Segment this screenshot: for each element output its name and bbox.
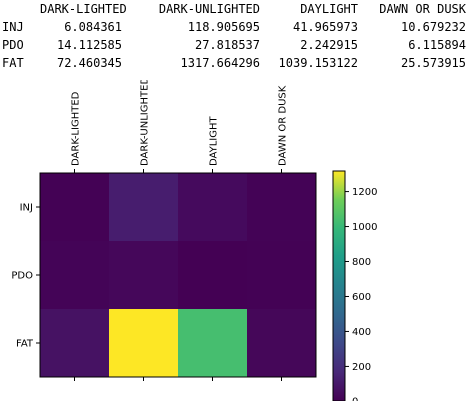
column-tick-label: DARK-LIGHTED [71, 91, 82, 166]
dataframe-cell: 10.679232 [400, 20, 466, 34]
dataframe-output: DARK-LIGHTED DARK-UNLIGHTED DAYLIGHT DAW… [0, 0, 467, 72]
heatmap-cells [40, 173, 316, 377]
dataframe-row-label: INJ [2, 20, 24, 34]
dataframe-cell: 118.905695 [187, 20, 260, 34]
dataframe-row: PDO 14.112585 27.818537 2.242915 6.11589… [0, 36, 467, 54]
colorbar-tick-label: 1200 [352, 187, 377, 198]
heatmap-cell [109, 173, 178, 241]
heatmap-svg: DARK-LIGHTED DARK-UNLIGHTED DAYLIGHT DAWN O… [11, 80, 377, 401]
dataframe-cell: 1317.664296 [180, 56, 260, 70]
column-tick-label: DARK-UNLIGHTED [140, 80, 151, 166]
heatmap-cell [40, 241, 109, 309]
row-tick-label: INJ [20, 203, 33, 214]
dataframe-column-header: DARK-LIGHTED [40, 2, 127, 16]
dataframe-cell: 41.965973 [292, 20, 358, 34]
heatmap-cell [178, 173, 247, 241]
row-tick-labels: INJ PDO FAT [11, 203, 40, 350]
heatmap-cell [247, 309, 316, 377]
colorbar-tick-label: 400 [352, 327, 371, 338]
colorbar-tick-label: 800 [352, 257, 371, 268]
dataframe-cell: 25.573915 [400, 56, 466, 70]
dataframe-row: FAT 72.460345 1317.664296 1039.153122 25… [0, 54, 467, 72]
dataframe-cell: 2.242915 [300, 38, 358, 52]
column-tick-labels: DARK-LIGHTED DARK-UNLIGHTED DAYLIGHT DAWN O… [71, 80, 289, 381]
colorbar-tick-label: 1000 [352, 222, 377, 233]
column-tick-label: DAYLIGHT [209, 116, 220, 166]
heatmap-cell [178, 309, 247, 377]
colorbar-tick-label: 600 [352, 292, 371, 303]
dataframe-cell: 27.818537 [194, 38, 260, 52]
colorbar-tick-label: 200 [352, 362, 371, 373]
heatmap-cell [40, 309, 109, 377]
colorbar-tick-label: 0 [352, 397, 358, 401]
heatmap-cell [247, 173, 316, 241]
dataframe-cell: 6.115894 [408, 38, 466, 52]
heatmap-cell [40, 173, 109, 241]
dataframe-column-header: DAWN OR DUSK [379, 2, 466, 16]
dataframe-row: INJ 6.084361 118.905695 41.965973 10.679… [0, 18, 467, 36]
dataframe-cell: 72.460345 [56, 56, 122, 70]
heatmap-cell [247, 241, 316, 309]
colorbar-tick-labels: 200 400 600 800 1000 1200 0 [345, 187, 377, 401]
dataframe-cell: 1039.153122 [278, 56, 358, 70]
heatmap-cell [109, 241, 178, 309]
dataframe-cell: 14.112585 [56, 38, 122, 52]
dataframe-header-row: DARK-LIGHTED DARK-UNLIGHTED DAYLIGHT DAW… [0, 0, 467, 18]
heatmap-cell [109, 309, 178, 377]
heatmap-figure: DARK-LIGHTED DARK-UNLIGHTED DAYLIGHT DAWN O… [0, 80, 467, 401]
colorbar [332, 170, 346, 401]
dataframe-cell: 6.084361 [64, 20, 122, 34]
dataframe-row-label: PDO [2, 38, 24, 52]
row-tick-label: FAT [16, 339, 34, 350]
dataframe-column-header: DARK-UNLIGHTED [158, 2, 260, 16]
dataframe-column-header: DAYLIGHT [300, 2, 358, 16]
row-tick-label: PDO [11, 271, 33, 282]
column-tick-label: DAWN OR DUSK [278, 85, 289, 166]
dataframe-row-label: FAT [2, 56, 24, 70]
heatmap-cell [178, 241, 247, 309]
